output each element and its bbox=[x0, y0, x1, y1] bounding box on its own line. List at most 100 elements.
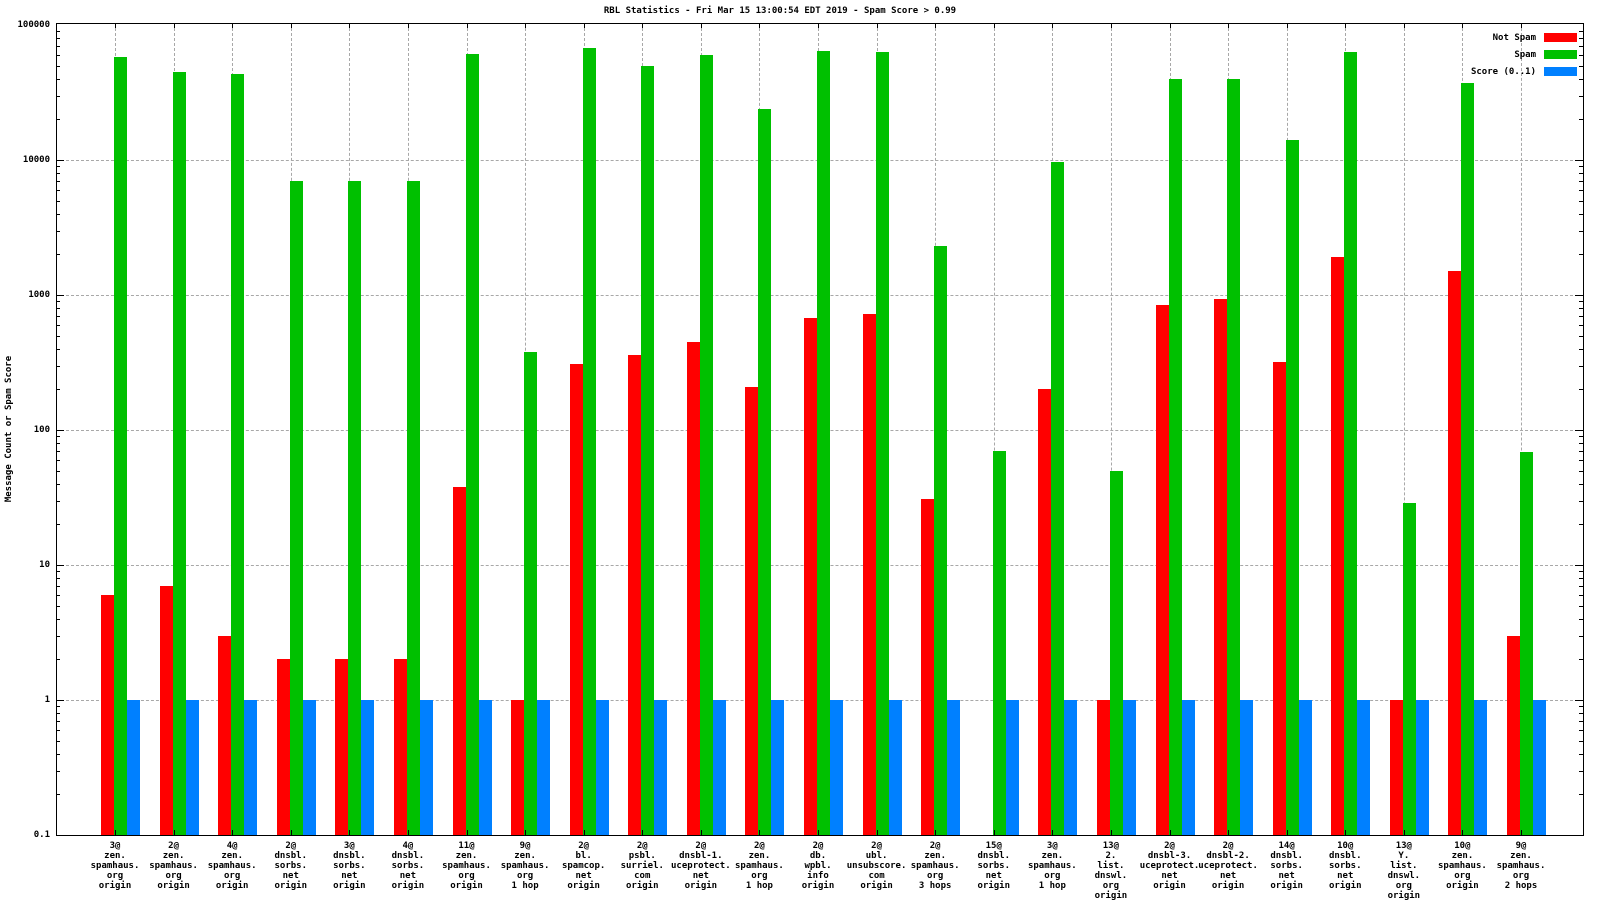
x-tick bbox=[1286, 23, 1288, 28]
bar-score bbox=[244, 700, 258, 835]
x-tick bbox=[876, 23, 878, 28]
y-tick-label: 1000 bbox=[28, 290, 50, 300]
bar-score bbox=[595, 700, 609, 835]
bar-score bbox=[1474, 700, 1488, 835]
bar-not-spam bbox=[101, 594, 114, 835]
bar-score bbox=[1533, 700, 1546, 835]
bar-not-spam bbox=[1038, 389, 1052, 835]
y-minor-tick bbox=[1579, 436, 1583, 438]
bar-spam bbox=[1051, 161, 1065, 835]
bar-not-spam bbox=[393, 659, 407, 835]
bar-score bbox=[1064, 700, 1078, 835]
x-category-label: 2@ zen. spamhaus. org origin bbox=[149, 841, 198, 891]
y-minor-tick bbox=[56, 213, 60, 215]
x-category-label: 9@ zen. spamhaus. org 1 hop bbox=[500, 841, 550, 891]
bar-not-spam bbox=[1096, 700, 1110, 835]
x-category-label: 3@ zen. spamhaus. org 1 hop bbox=[1027, 841, 1077, 891]
bar-spam bbox=[231, 74, 245, 835]
y-minor-tick bbox=[1579, 635, 1583, 637]
bar-not-spam bbox=[276, 659, 290, 835]
y-minor-tick bbox=[56, 230, 60, 232]
bar-spam bbox=[992, 450, 1006, 835]
x-tick bbox=[1052, 23, 1054, 28]
y-major-tick bbox=[56, 430, 64, 431]
x-tick bbox=[1228, 23, 1230, 28]
y-minor-tick bbox=[1579, 119, 1583, 121]
y-minor-tick bbox=[56, 95, 60, 97]
legend-item-spam: Spam bbox=[1471, 46, 1577, 63]
y-minor-tick bbox=[1579, 470, 1583, 472]
y-minor-tick bbox=[56, 189, 60, 191]
y-minor-tick bbox=[1579, 166, 1583, 168]
legend: Not Spam Spam Score (0..1) bbox=[1471, 29, 1577, 80]
x-tick bbox=[1345, 23, 1347, 28]
x-category-label: 2@ dnsbl-1. uceprotect. net origin bbox=[671, 841, 731, 891]
x-tick bbox=[466, 23, 468, 28]
y-minor-tick bbox=[1579, 213, 1583, 215]
x-tick bbox=[1169, 23, 1171, 28]
y-minor-tick bbox=[56, 173, 60, 175]
bar-score bbox=[361, 700, 375, 835]
x-category-label: 2@ dnsbl. sorbs. net origin bbox=[274, 841, 307, 891]
bar-score bbox=[1181, 700, 1195, 835]
legend-label-score: Score (0..1) bbox=[1470, 66, 1536, 77]
x-tick bbox=[759, 830, 761, 835]
y-minor-tick bbox=[1579, 38, 1583, 40]
plot-border bbox=[56, 23, 1584, 836]
x-tick bbox=[349, 23, 351, 28]
x-tick bbox=[1403, 23, 1405, 28]
bar-score bbox=[771, 700, 785, 835]
y-minor-tick bbox=[1579, 95, 1583, 97]
y-minor-tick bbox=[1579, 443, 1583, 445]
bar-not-spam bbox=[686, 341, 700, 835]
bar-score bbox=[537, 700, 551, 835]
x-tick bbox=[935, 830, 937, 835]
bar-not-spam bbox=[1507, 635, 1520, 835]
bar-not-spam bbox=[1331, 257, 1345, 835]
bar-not-spam bbox=[1272, 361, 1286, 835]
y-minor-tick bbox=[56, 524, 60, 526]
x-gridline bbox=[1521, 23, 1522, 835]
bar-not-spam bbox=[335, 659, 349, 835]
x-tick bbox=[700, 23, 702, 28]
x-category-label: 13@ Y. list. dnswl. org origin bbox=[1387, 841, 1421, 901]
x-tick bbox=[407, 23, 409, 28]
legend-item-score: Score (0..1) bbox=[1471, 63, 1577, 80]
x-tick bbox=[818, 23, 819, 28]
y-minor-tick bbox=[56, 335, 60, 337]
y-minor-tick bbox=[1579, 173, 1583, 175]
x-tick bbox=[349, 830, 351, 835]
y-minor-tick bbox=[56, 450, 60, 452]
bar-not-spam bbox=[1155, 305, 1169, 835]
x-tick bbox=[173, 23, 175, 28]
bar-score bbox=[1005, 700, 1019, 835]
x-tick bbox=[1169, 830, 1171, 835]
y-minor-tick bbox=[1579, 365, 1583, 367]
y-minor-tick bbox=[56, 571, 60, 573]
y-minor-tick bbox=[56, 324, 60, 326]
bar-spam bbox=[1461, 83, 1475, 835]
x-tick bbox=[1521, 23, 1522, 28]
y-minor-tick bbox=[1579, 31, 1583, 33]
y-minor-tick bbox=[56, 720, 60, 722]
x-category-label: 2@ ubl. unsubscore. com origin bbox=[846, 841, 907, 891]
bar-score bbox=[419, 700, 433, 835]
y-minor-tick bbox=[1579, 230, 1583, 232]
y-minor-tick bbox=[1579, 659, 1583, 661]
bar-spam bbox=[1520, 451, 1533, 835]
y-minor-tick bbox=[56, 308, 60, 310]
y-tick-label: 0.1 bbox=[33, 830, 50, 840]
y-minor-tick bbox=[1579, 315, 1583, 317]
bar-not-spam bbox=[159, 585, 173, 835]
y-major-tick bbox=[1575, 565, 1583, 566]
y-minor-tick bbox=[1579, 729, 1583, 731]
y-minor-tick bbox=[1579, 578, 1583, 580]
bar-spam bbox=[172, 71, 186, 835]
y-minor-tick bbox=[56, 635, 60, 637]
x-tick bbox=[700, 830, 702, 835]
bar-spam bbox=[289, 180, 303, 835]
bar-not-spam bbox=[511, 700, 525, 835]
x-tick bbox=[1110, 23, 1112, 28]
x-tick bbox=[1110, 830, 1112, 835]
